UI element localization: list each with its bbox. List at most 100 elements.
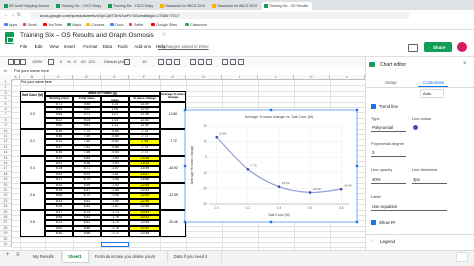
data-cell[interactable]: 6.71 [73, 166, 101, 172]
data-cell[interactable]: -22.56 [129, 204, 160, 210]
toolbar-item[interactable]: £ [60, 58, 63, 64]
row-header[interactable]: 3 [0, 90, 12, 97]
data-cell[interactable]: 8.50 [45, 123, 73, 129]
sheet-tab-label[interactable]: Formula incase you delete yours [94, 253, 156, 259]
data-cell[interactable]: 8.62 [45, 226, 73, 232]
data-cell[interactable]: 8.22 [45, 118, 73, 124]
data-cell[interactable]: -1.93 [101, 183, 129, 188]
menu-item[interactable]: File [20, 44, 28, 49]
column-header[interactable]: G [160, 75, 186, 80]
average-group[interactable] [160, 155, 186, 183]
toolbar-icon[interactable] [48, 59, 54, 65]
formula-content[interactable]: Put your name here [14, 68, 50, 73]
data-cell[interactable]: 9.25 [73, 118, 101, 124]
salt-group[interactable] [20, 101, 45, 129]
data-cell[interactable]: 8.29 [45, 204, 73, 210]
data-cell[interactable]: -1.96 [101, 193, 129, 199]
sheet-tab-label[interactable]: My Results [33, 253, 54, 259]
data-cell[interactable]: -7.71 [129, 134, 160, 140]
menu-item[interactable]: Edit [34, 44, 43, 49]
bookmark[interactable]: Classroom [190, 22, 208, 27]
data-cell[interactable]: -1.57 [101, 166, 129, 172]
row-header[interactable]: 29 [0, 231, 12, 237]
bookmark[interactable]: Gmail [27, 22, 37, 27]
data-cell[interactable]: 6.84 [73, 156, 101, 161]
data-cell[interactable]: -18.87 [129, 172, 160, 178]
row-header[interactable]: 27 [0, 220, 12, 226]
data-cell[interactable]: -0.62 [101, 139, 129, 145]
data-cell[interactable]: 6.92 [73, 172, 101, 178]
tab-title[interactable]: Classwork for 9BCS 2019 [165, 4, 205, 8]
data-cell[interactable]: 1.11 [101, 123, 129, 129]
row-header[interactable]: 18 [0, 171, 12, 178]
data-cell[interactable]: 6.98 [73, 161, 101, 167]
toolbar-icon[interactable] [198, 59, 204, 65]
comments-icon[interactable] [408, 44, 418, 52]
menu-item[interactable]: Insert [63, 44, 76, 49]
data-cell[interactable]: 8.47 [45, 210, 73, 215]
data-cell[interactable]: -1.90 [101, 199, 129, 205]
average-change[interactable]: -20.46 [168, 220, 178, 225]
row-header[interactable]: 4 [0, 96, 12, 102]
column-title[interactable]: Final mass [73, 96, 101, 102]
column-header[interactable]: A [12, 75, 20, 80]
data-cell[interactable]: -22.65 [129, 183, 160, 188]
data-cell[interactable]: 6.86 [73, 226, 101, 232]
data-cell[interactable]: -1.70 [101, 220, 129, 226]
data-cell[interactable]: 8.30 [45, 150, 73, 156]
data-cell[interactable]: 6.51 [73, 199, 101, 205]
bookmark[interactable]: Docs [115, 22, 124, 27]
bookmark[interactable]: Maps [72, 22, 82, 27]
browser-tab[interactable] [262, 1, 312, 10]
data-cell[interactable]: 8.43 [45, 107, 73, 113]
data-cell[interactable]: -20.51 [129, 215, 160, 221]
data-cell[interactable]: 7.90 [73, 134, 101, 140]
bookmark[interactable]: Apps [9, 22, 18, 27]
column-title[interactable]: Starting mass [45, 96, 73, 102]
group-header[interactable]: Mass of Potato (g) [45, 91, 160, 97]
column-header[interactable]: F [129, 75, 160, 80]
data-cell[interactable]: -18.93 [129, 161, 160, 167]
column-header[interactable]: K [294, 75, 330, 80]
bookmark[interactable]: Saffer [133, 22, 144, 27]
row-header[interactable]: 31 [0, 242, 12, 248]
toolbar-item[interactable]: 10 [142, 58, 147, 64]
salt-conc[interactable]: 0.2 [30, 139, 35, 144]
chart[interactable]: Average % mass change vs. Salt Conc (M) -… [183, 109, 359, 224]
row-header[interactable]: 2 [0, 85, 12, 91]
toolbar-icon[interactable] [8, 59, 14, 65]
bookmark[interactable]: Courses [91, 22, 105, 27]
data-cell[interactable]: 8.52 [45, 183, 73, 188]
menu-item[interactable]: Add-ons [134, 44, 151, 49]
data-cell[interactable]: -1.58 [101, 177, 129, 183]
data-cell[interactable]: -7.71 [129, 150, 160, 156]
salt-conc[interactable]: 0.6 [30, 193, 35, 198]
url[interactable]: docs.google.com/spreadsheets/d/1pCq6T3eS… [40, 12, 180, 18]
thickness-dropdown[interactable] [412, 175, 447, 184]
bookmark[interactable]: YouTube [48, 22, 63, 27]
sheet-tab[interactable] [63, 250, 89, 262]
toolbar-icon[interactable] [158, 59, 164, 65]
sheets-logo[interactable] [5, 32, 14, 44]
data-cell[interactable]: -1.61 [101, 172, 129, 178]
opacity-dropdown[interactable] [371, 175, 406, 184]
data-cell[interactable]: 13.09 [129, 102, 160, 107]
row-header[interactable]: 19 [0, 177, 12, 183]
data-cell[interactable]: -7.75 [129, 129, 160, 134]
toolbar-icon[interactable] [20, 59, 26, 65]
toolbar-icon[interactable] [206, 59, 212, 65]
data-cell[interactable]: 8.31 [45, 220, 73, 226]
row-header[interactable]: 13 [0, 144, 12, 151]
data-cell[interactable]: 6.74 [73, 210, 101, 215]
toolbar-icon[interactable] [166, 59, 172, 65]
row-header[interactable]: 24 [0, 204, 12, 210]
menu-item[interactable]: Data [102, 44, 113, 49]
avatar[interactable] [457, 42, 467, 52]
data-cell[interactable]: -20.48 [129, 231, 160, 237]
data-cell[interactable]: -20.46 [129, 220, 160, 226]
data-cell[interactable]: 6.61 [73, 220, 101, 226]
data-cell[interactable]: 6.68 [73, 231, 101, 237]
type-dropdown[interactable] [371, 123, 406, 132]
row-header[interactable]: 17 [0, 166, 12, 172]
data-cell[interactable]: 9.71 [73, 112, 101, 118]
